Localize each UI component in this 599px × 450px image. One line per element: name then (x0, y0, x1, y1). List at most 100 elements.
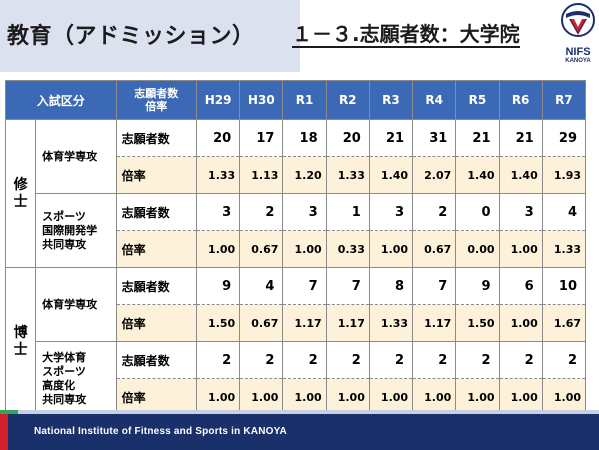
applicants-cell: 17 (239, 119, 284, 157)
header-year: R7 (541, 80, 587, 120)
table-row: 倍率 1.50 0.67 1.17 1.17 1.33 1.17 1.50 1.… (6, 304, 587, 342)
major-name: 体育学専攻 (35, 119, 117, 194)
applicants-cell: 2 (412, 193, 457, 231)
footer-bar (0, 414, 599, 450)
ratio-cell: 1.00 (498, 230, 543, 268)
major-name-line: 共同専攻 (42, 237, 87, 251)
applicants-cell: 2 (325, 341, 370, 379)
nifs-logo: NIFS KANOYA (560, 2, 596, 66)
applicants-cell: 2 (239, 341, 284, 379)
applicants-cell: 21 (455, 119, 500, 157)
ratio-cell: 1.40 (368, 156, 414, 194)
major-name-line: 国際開発学 (42, 223, 98, 237)
ratio-cell: 2.07 (412, 156, 457, 194)
page-subtitle: １－３.志願者数：大学院 (292, 22, 520, 48)
footer-green-accent (0, 410, 18, 414)
applicants-cell: 9 (455, 267, 500, 305)
applicants-cell: 2 (195, 341, 241, 379)
applicants-cell: 0 (455, 193, 500, 231)
applicants-cell: 20 (195, 119, 241, 157)
table-row: 倍率 1.33 1.13 1.20 1.33 1.40 2.07 1.40 1.… (6, 156, 587, 194)
ratio-cell: 1.00 (498, 378, 543, 416)
ratio-cell: 1.17 (282, 304, 327, 342)
title-background (0, 0, 300, 72)
admissions-table: 入試区分 志願者数 倍率 H29 H30 R1 R2 R3 R4 R5 R6 R… (4, 80, 587, 416)
ratio-cell: 0.67 (412, 230, 457, 268)
degree-char: 博士 (13, 324, 28, 358)
applicants-label: 志願者数 (115, 119, 197, 157)
page-title: 教育（アドミッション） (7, 24, 255, 49)
ratio-cell: 1.50 (195, 304, 241, 342)
major-name: 体育学専攻 (35, 267, 117, 342)
applicants-cell: 21 (368, 119, 414, 157)
header-year: R1 (282, 80, 327, 120)
header-year: R4 (412, 80, 457, 120)
ratio-cell: 1.00 (325, 378, 370, 416)
applicants-cell: 31 (412, 119, 457, 157)
applicants-label: 志願者数 (115, 193, 197, 231)
ratio-cell: 1.33 (325, 156, 370, 194)
applicants-cell: 18 (282, 119, 327, 157)
ratio-cell: 1.20 (282, 156, 327, 194)
footer-red-accent (0, 414, 8, 450)
ratio-cell: 0.67 (239, 230, 284, 268)
major-name-line: 大学体育 (42, 350, 87, 364)
major-name-line: 体育学専攻 (42, 149, 98, 163)
table-row: 倍率 1.00 0.67 1.00 0.33 1.00 0.67 0.00 1.… (6, 230, 587, 268)
ratio-cell: 1.13 (239, 156, 284, 194)
ratio-cell: 1.17 (412, 304, 457, 342)
applicants-cell: 9 (195, 267, 241, 305)
applicants-cell: 3 (282, 193, 327, 231)
ratio-label: 倍率 (115, 156, 197, 194)
header-year: R3 (368, 80, 414, 120)
ratio-cell: 1.33 (368, 304, 414, 342)
applicants-cell: 7 (412, 267, 457, 305)
applicants-cell: 2 (541, 341, 587, 379)
header-category: 入試区分 (5, 80, 117, 120)
ratio-cell: 1.17 (325, 304, 370, 342)
applicants-cell: 3 (368, 193, 414, 231)
major-name-line: 共同専攻 (42, 392, 87, 406)
header-metric: 志願者数 倍率 (115, 80, 197, 120)
degree-label: 修士 (4, 119, 37, 268)
ratio-cell: 0.33 (325, 230, 370, 268)
logo-subname: KANOYA (565, 58, 591, 64)
table-row: 修士 体育学専攻 志願者数 20 17 18 20 21 31 21 21 29 (4, 119, 587, 268)
table-row: スポーツ 国際開発学 共同専攻 志願者数 3 2 3 1 3 2 0 3 4 (6, 193, 587, 268)
ratio-cell: 0.00 (455, 230, 500, 268)
ratio-cell: 0.67 (239, 304, 284, 342)
ratio-cell: 1.00 (282, 230, 327, 268)
ratio-label: 倍率 (115, 304, 197, 342)
applicants-cell: 4 (239, 267, 284, 305)
header-metric-line2: 倍率 (145, 100, 168, 113)
applicants-cell: 3 (498, 193, 543, 231)
ratio-cell: 1.33 (195, 156, 241, 194)
applicants-cell: 3 (195, 193, 241, 231)
ratio-cell: 1.00 (368, 378, 414, 416)
ratio-cell: 1.40 (498, 156, 543, 194)
applicants-cell: 2 (368, 341, 414, 379)
major-name: スポーツ 国際開発学 共同専攻 (35, 193, 117, 268)
ratio-cell: 1.00 (195, 230, 241, 268)
applicants-cell: 29 (541, 119, 587, 157)
ratio-cell: 1.33 (541, 230, 587, 268)
major-name-line: 高度化 (42, 378, 76, 392)
major-name-line: スポーツ (42, 364, 86, 378)
ratio-cell: 1.00 (239, 378, 284, 416)
ratio-cell: 1.00 (498, 304, 543, 342)
applicants-cell: 20 (325, 119, 370, 157)
applicants-cell: 2 (282, 341, 327, 379)
degree-label: 博士 (4, 267, 37, 416)
ratio-cell: 1.00 (412, 378, 457, 416)
applicants-cell: 1 (325, 193, 370, 231)
header-year: R2 (325, 80, 370, 120)
header-metric-line1: 志願者数 (134, 87, 179, 100)
footer-text: National Institute of Fitness and Sports… (34, 426, 287, 437)
ratio-label: 倍率 (115, 230, 197, 268)
applicants-cell: 8 (368, 267, 414, 305)
logo-emblem-icon (561, 3, 595, 37)
applicants-cell: 10 (541, 267, 587, 305)
ratio-cell: 1.40 (455, 156, 500, 194)
degree-char: 修士 (13, 176, 28, 210)
applicants-label: 志願者数 (115, 341, 197, 379)
